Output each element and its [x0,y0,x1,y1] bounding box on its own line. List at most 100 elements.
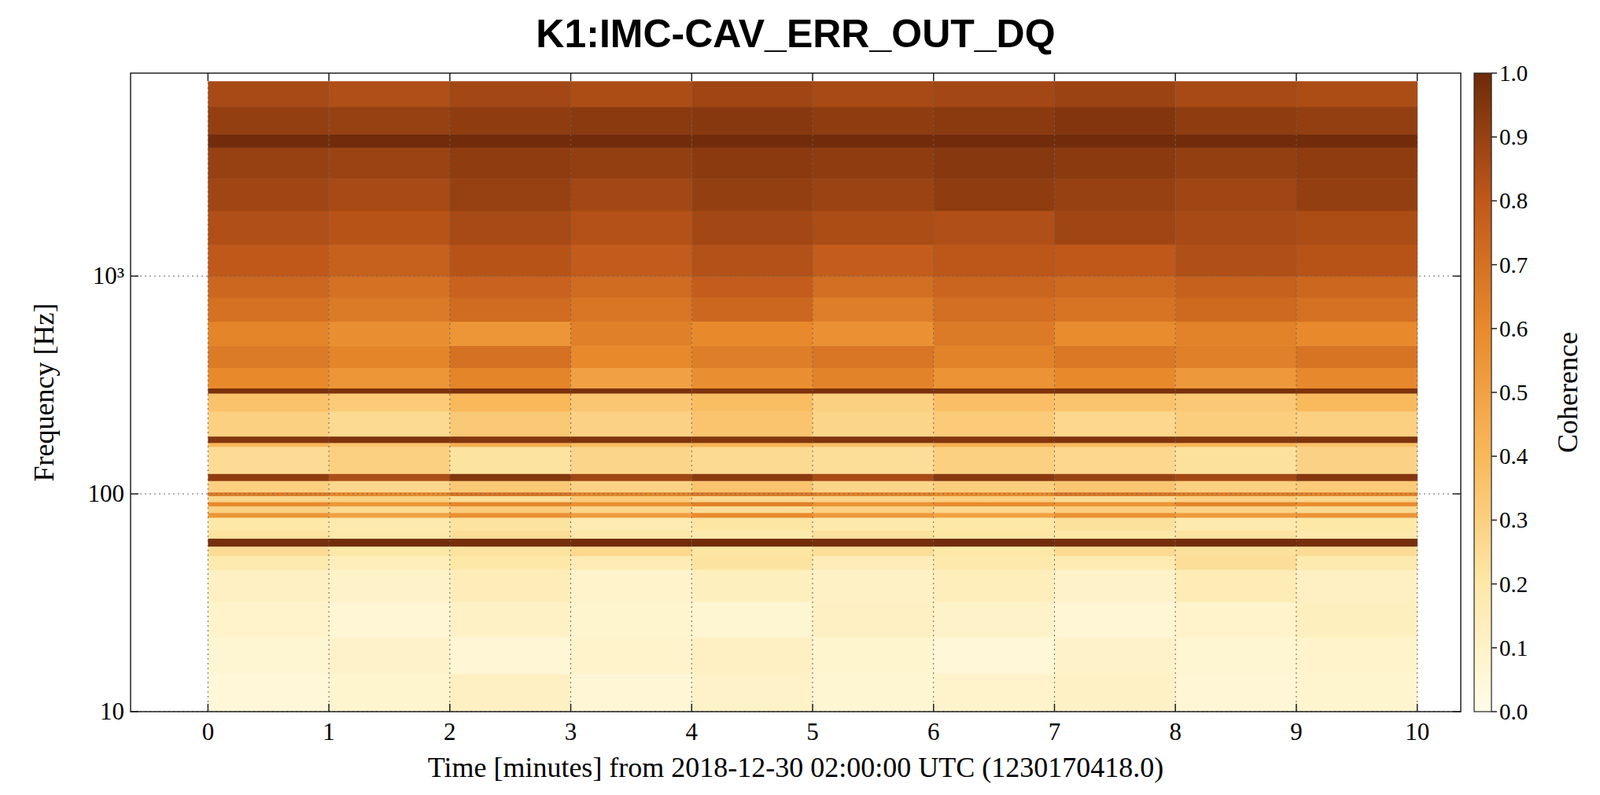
cell [1175,512,1297,519]
cell [1296,436,1418,444]
cell [328,505,450,513]
cell [207,501,329,507]
cell [691,178,813,211]
cell [1296,446,1418,475]
cell [449,442,572,447]
cell [1175,345,1297,369]
cell [207,473,329,482]
cell [1175,442,1297,447]
colorbar-tick-label: 0.6 [1499,316,1528,342]
cell [207,81,329,107]
cell [328,436,450,444]
cell [449,505,572,513]
cell [207,538,329,548]
colorbar-label: Coherence [1552,331,1584,454]
x-tick [207,73,210,82]
y-tick-label: 10 [99,697,125,726]
cell [933,210,1055,245]
cell [1175,505,1297,513]
x-tick-label: 3 [564,718,578,746]
cell [933,106,1055,135]
cell [1296,492,1418,497]
cell [328,530,450,539]
cell [1054,512,1176,519]
cell [1296,546,1418,557]
cell [571,480,693,493]
cell [1054,297,1176,322]
cell [207,244,329,277]
cell [328,210,450,245]
x-tick [1054,704,1056,712]
cell [933,297,1055,322]
cell [1054,601,1176,638]
cell [449,495,572,502]
cell [207,505,329,513]
colorbar-tick-label: 0.3 [1499,507,1528,533]
cell [812,133,934,148]
y-axis-label: Frequency [Hz] [28,303,60,483]
cell [449,517,572,531]
cell [1054,276,1176,298]
cell [812,673,934,712]
cell [328,178,450,211]
cell [691,388,813,395]
cell [1296,673,1418,712]
grid-line [130,494,1461,495]
cell [328,569,450,603]
cell [933,501,1055,507]
cell [1296,601,1418,638]
cell [1175,276,1297,298]
cell [933,673,1055,712]
cell [207,147,329,179]
grid-line [449,73,450,712]
grid-line [691,73,693,712]
cell [933,446,1055,475]
cell [812,517,934,531]
cell [1175,473,1297,482]
cell [691,492,813,497]
cell [933,393,1055,412]
colorbar-tick-label: 1.0 [1499,60,1528,86]
colorbar-tick [1491,583,1497,586]
grid-line [1175,73,1177,712]
y-tick [1452,711,1461,713]
cell [691,436,813,444]
cell [328,673,450,712]
cell [1296,393,1418,412]
cell [1175,446,1297,475]
cell [449,480,572,493]
cell [571,393,693,412]
x-tick-label: 2 [443,718,457,746]
cell [1296,244,1418,277]
x-tick [570,704,572,712]
cell [571,133,693,148]
cell [207,436,329,444]
cell [207,673,329,712]
colorbar-tick-label: 0.7 [1499,252,1528,278]
frame [130,73,1461,712]
cell [1175,367,1297,389]
cell [1175,297,1297,322]
cell [812,512,934,519]
cell [933,81,1055,107]
grid-line [932,73,934,712]
cell [1175,637,1297,675]
cell [571,244,693,277]
cell [691,393,813,412]
grid-line [570,73,572,712]
cell [691,446,813,475]
cell [571,512,693,519]
cell [1296,297,1418,322]
cell [207,442,329,447]
cell [1175,81,1297,107]
cell [933,276,1055,298]
cell [812,501,934,507]
cell [449,244,572,277]
cell [1296,473,1418,482]
cell [1175,178,1297,211]
cell [812,147,934,179]
grid-line [1295,73,1297,712]
cell [1054,393,1176,412]
cell [812,106,934,135]
cell [571,297,693,322]
